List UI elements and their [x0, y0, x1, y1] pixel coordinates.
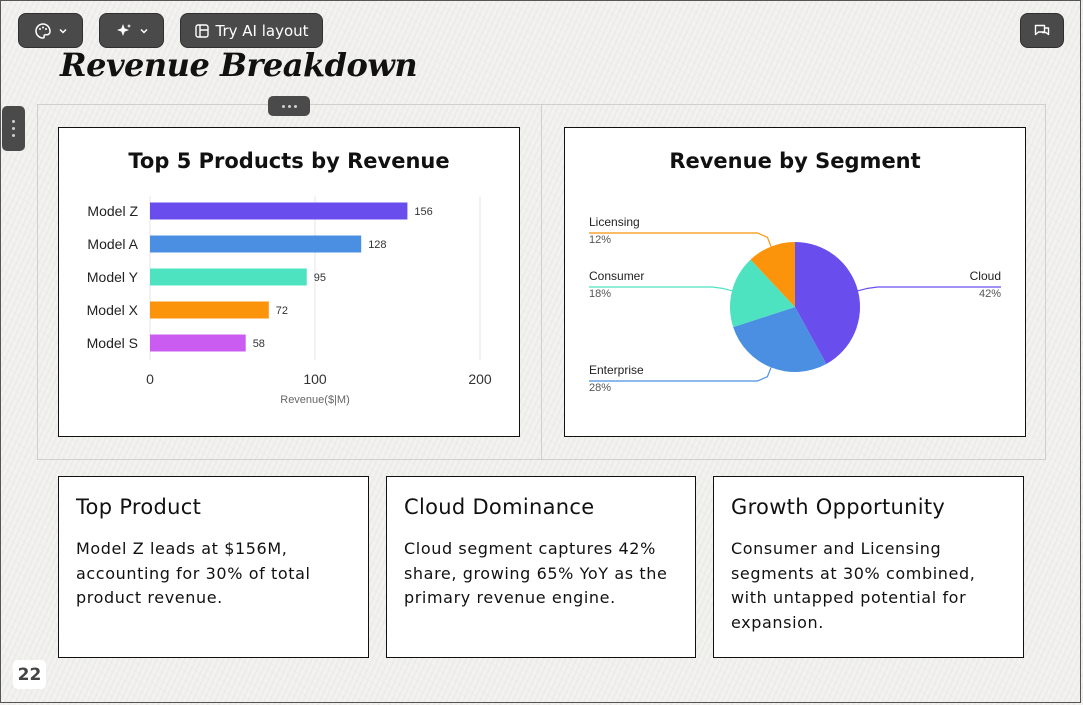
theme-button[interactable]: [18, 13, 83, 48]
chevron-down-icon: [58, 26, 68, 36]
y-tick-label: Model Z: [87, 203, 138, 219]
y-tick-label: Model A: [87, 236, 138, 252]
data-label: 128: [368, 239, 386, 251]
insight-card-growth-opportunity[interactable]: Growth Opportunity Consumer and Licensin…: [713, 476, 1024, 658]
bar: [150, 334, 246, 352]
pie-slice: [730, 259, 795, 328]
bar-chart-card[interactable]: Top 5 Products by Revenue 0 100 200 Model Z…: [58, 127, 520, 437]
x-axis-label: Revenue($|M): [280, 394, 350, 406]
chevron-down-icon: [139, 26, 149, 36]
bar: [150, 268, 307, 286]
insight-body: Consumer and Licensing segments at 30% c…: [731, 539, 976, 632]
insight-body: Cloud segment captures 42% share, growin…: [404, 539, 668, 607]
slice-label: Licensing: [589, 215, 640, 229]
comment-icon: [1033, 22, 1051, 40]
sparkle-icon: [115, 22, 133, 40]
insight-title: Top Product: [76, 495, 202, 519]
bar-chart: 0 100 200 Model Z 156 Model A 128 Model Y 95 Mode…: [87, 196, 492, 406]
ai-button[interactable]: [99, 13, 164, 48]
x-tick-label: 100: [303, 371, 327, 387]
slice-value-label: 28%: [589, 382, 611, 394]
column-divider: [541, 105, 542, 459]
insight-body: Model Z leads at $156M, accounting for 3…: [76, 539, 311, 607]
pie-slice: [733, 307, 827, 372]
slide-title[interactable]: Revenue Breakdown: [60, 46, 418, 84]
slice-value-label: 18%: [589, 288, 611, 300]
y-tick-label: Model S: [87, 335, 138, 351]
pie-chart: Cloud 42% Enterprise 28% Consumer 18% Licensin…: [589, 215, 1001, 394]
data-label: 58: [253, 338, 265, 350]
x-tick-label: 0: [146, 371, 154, 387]
page-number: 22: [13, 660, 46, 689]
data-label: 72: [276, 305, 288, 317]
data-label: 95: [314, 272, 326, 284]
insight-card-top-product[interactable]: Top Product Model Z leads at $156M, acco…: [58, 476, 369, 658]
layout-icon: [194, 23, 210, 39]
leader-line: [589, 367, 772, 382]
x-tick-label: 200: [468, 371, 492, 387]
leader-line: [589, 286, 733, 292]
insight-title: Growth Opportunity: [731, 495, 946, 519]
bar: [150, 235, 362, 253]
slice-label: Consumer: [589, 269, 644, 283]
try-ai-layout-label: Try AI layout: [215, 21, 309, 40]
pie-chart-card[interactable]: Revenue by Segment Cloud 42% Enterprise 28%…: [564, 127, 1026, 437]
y-tick-label: Model Y: [87, 269, 139, 285]
leader-line: [857, 286, 1001, 292]
palette-icon: [34, 22, 52, 40]
insight-title: Cloud Dominance: [404, 495, 595, 519]
comments-button[interactable]: [1020, 13, 1064, 48]
slice-value-label: 42%: [979, 288, 1001, 300]
bar: [150, 301, 269, 319]
try-ai-layout-button[interactable]: Try AI layout: [180, 13, 323, 48]
bar: [150, 202, 408, 220]
data-label: 156: [414, 206, 432, 218]
drag-handle-vertical[interactable]: [2, 106, 25, 151]
slice-label: Enterprise: [589, 363, 644, 377]
chart-layout-container[interactable]: [37, 104, 1046, 460]
y-tick-label: Model X: [87, 302, 139, 318]
bar-chart-title: Top 5 Products by Revenue: [128, 149, 450, 173]
slice-value-label: 12%: [589, 234, 611, 246]
pie-chart-title: Revenue by Segment: [669, 149, 921, 173]
insight-card-cloud-dominance[interactable]: Cloud Dominance Cloud segment captures 4…: [386, 476, 696, 658]
leader-line: [589, 232, 772, 247]
drag-handle-horizontal[interactable]: [268, 96, 310, 116]
pie-slice: [795, 242, 860, 364]
slice-label: Cloud: [970, 269, 1001, 283]
pie-slice: [750, 242, 795, 307]
